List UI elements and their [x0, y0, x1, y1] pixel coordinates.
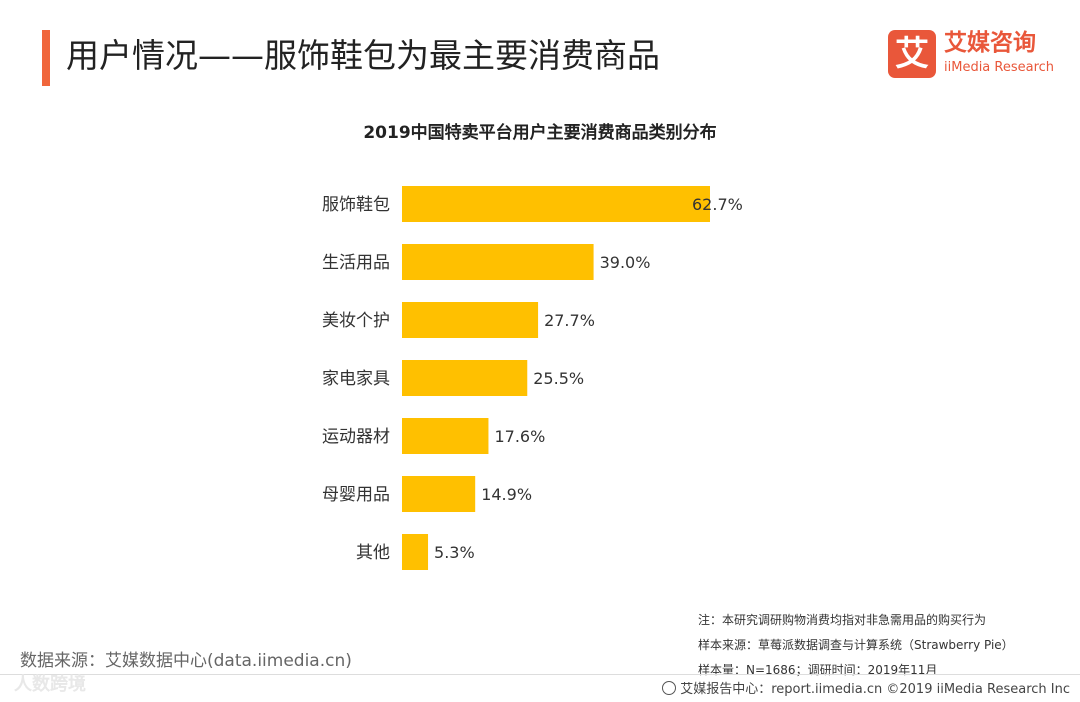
category-label-5: 母婴用品 [322, 485, 390, 505]
value-label-4: 17.6% [494, 427, 545, 446]
footer-text: 艾媒报告中心：report.iimedia.cn ©2019 iiMedia R… [680, 682, 1070, 697]
value-label-6: 5.3% [434, 543, 475, 562]
sample-source-text: 样本来源：草莓派数据调查与计算系统（Strawberry Pie） [698, 638, 1014, 652]
footer: 艾媒报告中心：report.iimedia.cn ©2019 iiMedia R… [662, 678, 1070, 697]
bar-3 [402, 360, 528, 396]
bar-6 [402, 534, 429, 570]
bar-5 [402, 476, 476, 512]
value-label-5: 14.9% [481, 485, 532, 504]
footer-divider [0, 674, 1080, 675]
iimedia-logo: 艾 艾媒咨询 iiMedia Research [888, 30, 1068, 82]
bar-1 [402, 244, 594, 280]
sample-size-text: 样本量：N=1686；调研时间：2019年11月 [698, 663, 938, 677]
value-label-2: 27.7% [544, 311, 595, 330]
category-label-0: 服饰鞋包 [322, 195, 390, 215]
chart-title: 2019中国特卖平台用户主要消费商品类别分布 [363, 123, 717, 143]
data-source: 数据来源：艾媒数据中心(data.iimedia.cn) [20, 651, 352, 671]
bar-4 [402, 418, 489, 454]
category-label-2: 美妆个护 [322, 311, 390, 331]
page-title: 用户情况——服饰鞋包为最主要消费商品 [66, 36, 660, 75]
logo-name: 艾媒咨询 [944, 30, 1036, 56]
chart-notes: 注：本研究调研购物消费均指对非急需用品的购买行为 样本来源：草莓派数据调查与计算… [698, 608, 1058, 683]
value-label-1: 39.0% [600, 253, 651, 272]
bar-2 [402, 302, 539, 338]
logo-subtitle: iiMedia Research [944, 60, 1055, 75]
title-accent-bar [42, 30, 50, 86]
logo-mark-icon: 艾 [888, 30, 936, 78]
globe-icon [662, 681, 677, 695]
note-text: 注：本研究调研购物消费均指对非急需用品的购买行为 [698, 613, 987, 627]
value-label-3: 25.5% [533, 369, 584, 388]
category-label-4: 运动器材 [322, 427, 390, 447]
category-label-6: 其他 [356, 543, 390, 563]
category-label-3: 家电家具 [322, 369, 390, 389]
bar-0 [402, 186, 710, 222]
category-label-1: 生活用品 [322, 253, 390, 273]
value-label-0: 62.7% [692, 195, 743, 214]
watermark: 人数跨境 [14, 674, 86, 695]
